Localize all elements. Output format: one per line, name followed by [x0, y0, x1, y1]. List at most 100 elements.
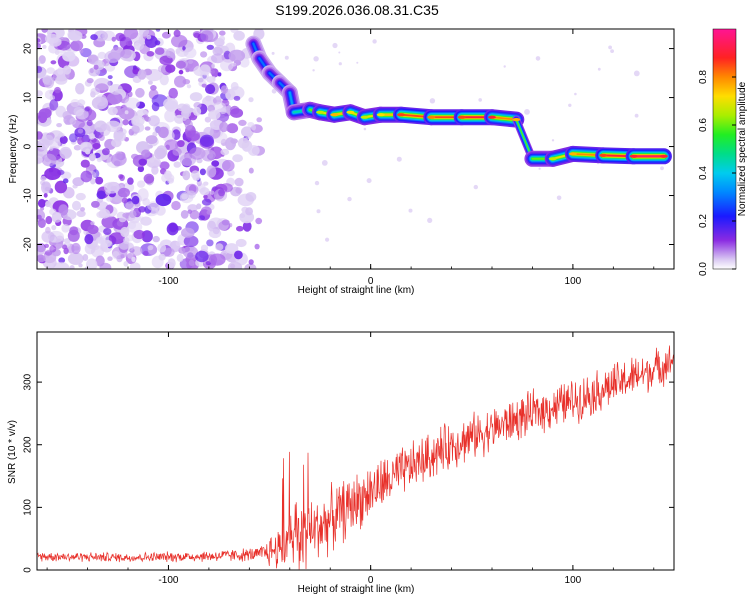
noise-blob: [37, 214, 42, 220]
noise-blob: [111, 36, 117, 42]
noise-blob: [230, 108, 244, 118]
spectrogram-noise: [37, 29, 664, 269]
noise-blob: [44, 250, 53, 256]
noise-blob: [366, 178, 372, 184]
noise-blob: [199, 187, 210, 196]
noise-blob: [184, 119, 193, 130]
y-tick-label: 0: [23, 143, 34, 149]
ridge-hotspot: [659, 154, 668, 158]
colorbar-ticks: 0.0 0.2 0.4 0.6 0.8: [698, 70, 736, 276]
noise-blob: [48, 262, 53, 268]
noise-blob: [159, 161, 170, 170]
noise-blob: [538, 167, 541, 170]
noise-blob: [131, 195, 140, 205]
noise-blob: [86, 78, 94, 84]
noise-blob: [189, 210, 200, 220]
noise-blob: [396, 156, 402, 162]
noise-blob: [245, 207, 254, 216]
noise-blob: [203, 126, 214, 137]
ridge-hotspot: [316, 110, 325, 114]
noise-blob: [200, 206, 212, 216]
noise-blob: [50, 60, 57, 65]
noise-blob: [204, 116, 212, 123]
noise-blob: [62, 178, 69, 184]
noise-blob: [117, 187, 130, 198]
noise-blob: [208, 110, 221, 120]
noise-blob: [225, 243, 239, 254]
colorbar-tick-label: 0.2: [698, 214, 709, 228]
noise-blob: [178, 69, 184, 75]
noise-blob: [118, 174, 124, 179]
noise-blob: [175, 60, 186, 69]
noise-blob: [154, 47, 165, 55]
noise-blob: [234, 177, 244, 187]
noise-blob: [131, 256, 136, 262]
noise-blob: [408, 208, 413, 213]
noise-blob: [58, 257, 66, 264]
noise-blob: [238, 119, 247, 126]
noise-blob: [54, 86, 61, 94]
noise-blob: [106, 196, 113, 202]
noise-blob: [212, 46, 223, 56]
noise-blob: [119, 216, 127, 223]
noise-blob: [556, 195, 562, 201]
noise-blob: [152, 235, 160, 243]
noise-blob: [59, 146, 72, 159]
noise-blob: [143, 173, 155, 184]
noise-blob: [72, 200, 81, 211]
noise-blob: [166, 222, 179, 236]
noise-blob: [610, 49, 614, 53]
noise-blob: [167, 258, 176, 269]
noise-blob: [54, 180, 68, 194]
noise-blob: [37, 138, 50, 150]
y-tick-label: 200: [23, 436, 34, 453]
noise-blob: [198, 215, 206, 221]
noise-blob: [62, 51, 76, 62]
noise-blob: [478, 98, 483, 102]
noise-blob: [220, 59, 234, 72]
ridge-hotspot: [360, 115, 369, 119]
noise-blob: [95, 255, 105, 267]
noise-blob: [363, 127, 367, 131]
noise-blob: [37, 198, 46, 208]
noise-blob: [356, 61, 359, 64]
noise-blob: [313, 56, 319, 62]
noise-blob: [61, 224, 70, 233]
noise-blob: [165, 48, 176, 59]
noise-blob: [206, 239, 214, 247]
noise-blob: [79, 49, 84, 54]
noise-blob: [180, 210, 189, 219]
snr-x-label: Height of straight line (km): [298, 584, 415, 595]
noise-blob: [568, 103, 572, 108]
snr-frame: [36, 331, 675, 571]
noise-blob: [254, 243, 260, 250]
y-tick-label: -10: [23, 188, 34, 203]
noise-blob: [98, 208, 111, 219]
noise-blob: [122, 119, 129, 126]
noise-blob: [203, 181, 209, 186]
noise-blob: [187, 209, 193, 214]
noise-blob: [182, 46, 186, 51]
noise-blob: [230, 82, 239, 91]
noise-blob: [46, 67, 55, 74]
noise-blob: [173, 161, 181, 168]
noise-blob: [219, 121, 229, 133]
noise-blob: [48, 37, 62, 47]
noise-blob: [77, 128, 84, 134]
noise-blob: [145, 135, 158, 145]
noise-blob: [172, 147, 182, 156]
noise-blob: [211, 63, 216, 69]
noise-blob: [212, 102, 227, 112]
y-tick-label: 20: [23, 43, 34, 55]
snr-y-label: SNR (10 * v/v): [7, 420, 18, 484]
noise-blob: [175, 240, 182, 247]
noise-blob: [171, 34, 188, 48]
noise-blob: [102, 240, 113, 248]
noise-blob: [107, 256, 113, 262]
noise-blob: [91, 200, 100, 208]
noise-blob: [233, 95, 241, 101]
noise-blob: [244, 263, 257, 269]
noise-blob: [49, 146, 54, 151]
noise-blob: [80, 159, 90, 168]
noise-blob: [41, 230, 55, 243]
